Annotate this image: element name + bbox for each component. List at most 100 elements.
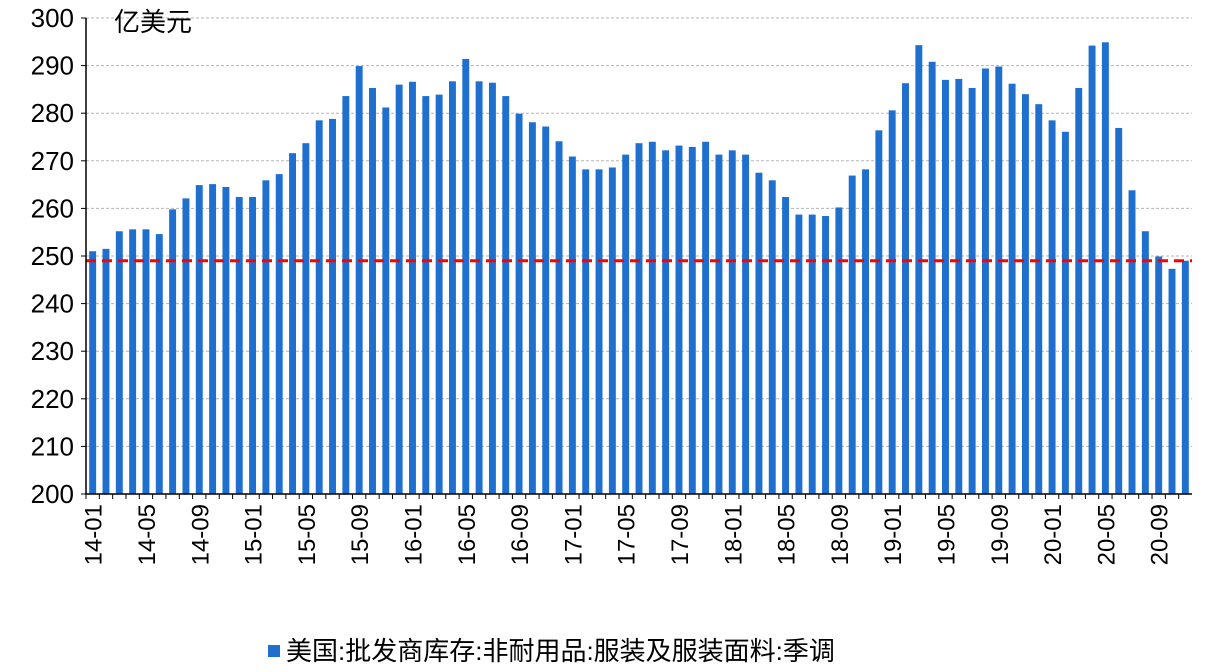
bar-15-08 [342,96,350,494]
y-tick-label: 260 [31,193,74,223]
y-tick-label: 240 [31,289,74,319]
legend: 美国:批发商库存:非耐用品:服装及服装面料:季调 [268,636,835,666]
bar-16-07 [488,82,496,495]
x-tick-label: 14-05 [134,504,161,565]
x-tick-label: 17-09 [667,504,694,565]
x-tick-label: 20-09 [1147,504,1174,565]
bar-17-09 [675,145,683,494]
bar-20-10 [1168,268,1176,494]
bar-17-12 [715,154,723,495]
bar-18-12 [875,130,883,494]
bar-18-05 [782,196,790,495]
x-tick-label: 18-09 [827,504,854,565]
bar-16-12 [555,141,563,494]
bar-19-11 [1021,94,1029,494]
bar-17-10 [688,147,696,494]
y-tick-label: 230 [31,336,74,366]
bar-19-06 [955,78,963,495]
bar-16-01 [409,81,416,494]
bar-19-08 [981,68,989,495]
bar-15-07 [329,118,336,494]
bar-17-03 [595,169,603,494]
bar-16-04 [448,81,456,494]
bar-18-08 [822,216,830,494]
bar-14-04 [129,229,137,494]
bar-17-11 [702,141,710,494]
y-tick-label: 210 [31,431,74,461]
x-tick-label: 16-05 [454,504,481,565]
bar-14-06 [155,234,163,494]
bar-19-01 [888,110,896,494]
bar-20-03 [1075,87,1083,494]
bar-17-02 [582,169,590,494]
bar-14-05 [142,229,150,494]
x-tick-label: 14-01 [81,504,108,565]
bar-15-02 [262,180,270,494]
x-ticks: 14-01 14-05 14-09 15-01 15-05 15-09 16-01 16-05… [81,494,1180,565]
x-tick-label: 19-01 [880,504,907,565]
x-tick-label: 17-01 [560,504,587,565]
bar-15-09 [355,66,363,494]
y-tick-label: 220 [31,384,74,414]
bar-19-04 [928,61,936,494]
bar-17-07 [648,141,656,494]
bar-18-02 [742,154,750,495]
bar-19-10 [1008,83,1016,494]
bar-14-02 [102,248,110,494]
bar-20-04 [1088,45,1096,495]
legend-label: 美国:批发商库存:非耐用品:服装及服装面料:季调 [286,636,835,666]
x-tick-label: 20-05 [1093,504,1120,565]
bar-16-11 [542,126,550,494]
x-tick-label: 15-01 [241,504,268,565]
bar-15-04 [289,153,297,494]
bar-15-10 [369,87,376,494]
bar-14-07 [169,209,177,494]
bar-15-03 [275,174,283,494]
bar-19-05 [942,79,949,494]
bars [89,42,1189,495]
bar-19-09 [995,66,1003,495]
bar-16-02 [422,96,430,494]
bar-17-05 [622,154,630,495]
bar-19-07 [968,87,976,494]
x-tick-label: 18-05 [774,504,801,565]
x-tick-label: 14-09 [187,504,214,565]
bar-15-05 [302,143,310,494]
bar-16-05 [462,58,470,494]
x-tick-label: 17-05 [614,504,641,565]
bar-20-06 [1115,127,1123,495]
bar-15-01 [249,196,257,495]
bar-20-02 [1061,131,1069,494]
y-tick-label: 290 [31,51,74,81]
bar-20-08 [1141,231,1149,494]
bar-14-09 [195,185,203,494]
bar-15-12 [395,84,403,494]
bar-16-09 [515,113,523,495]
bar-16-03 [435,94,443,494]
y-tick-label: 200 [31,479,74,509]
y-axis-unit-label: 亿美元 [114,7,192,37]
bar-18-07 [808,214,816,494]
x-tick-label: 19-09 [987,504,1014,565]
x-tick-label: 15-05 [294,504,321,565]
bar-20-07 [1128,190,1136,494]
x-tick-label: 20-01 [1040,504,1067,565]
y-tick-label: 280 [31,98,74,128]
bar-18-04 [768,180,776,494]
bar-14-03 [115,231,123,494]
bar-18-01 [728,150,736,494]
bar-18-11 [862,169,869,494]
bar-18-06 [795,214,803,494]
bar-18-09 [835,207,843,494]
bar-18-10 [848,175,856,494]
x-tick-label: 15-09 [347,504,374,565]
y-tick-label: 300 [31,3,74,33]
bar-17-01 [568,156,576,494]
bar-16-06 [475,81,483,494]
bar-19-12 [1035,104,1043,494]
bar-20-01 [1048,120,1056,494]
x-tick-label: 16-09 [507,504,534,565]
bar-15-11 [382,107,390,495]
bar-20-05 [1101,42,1109,494]
